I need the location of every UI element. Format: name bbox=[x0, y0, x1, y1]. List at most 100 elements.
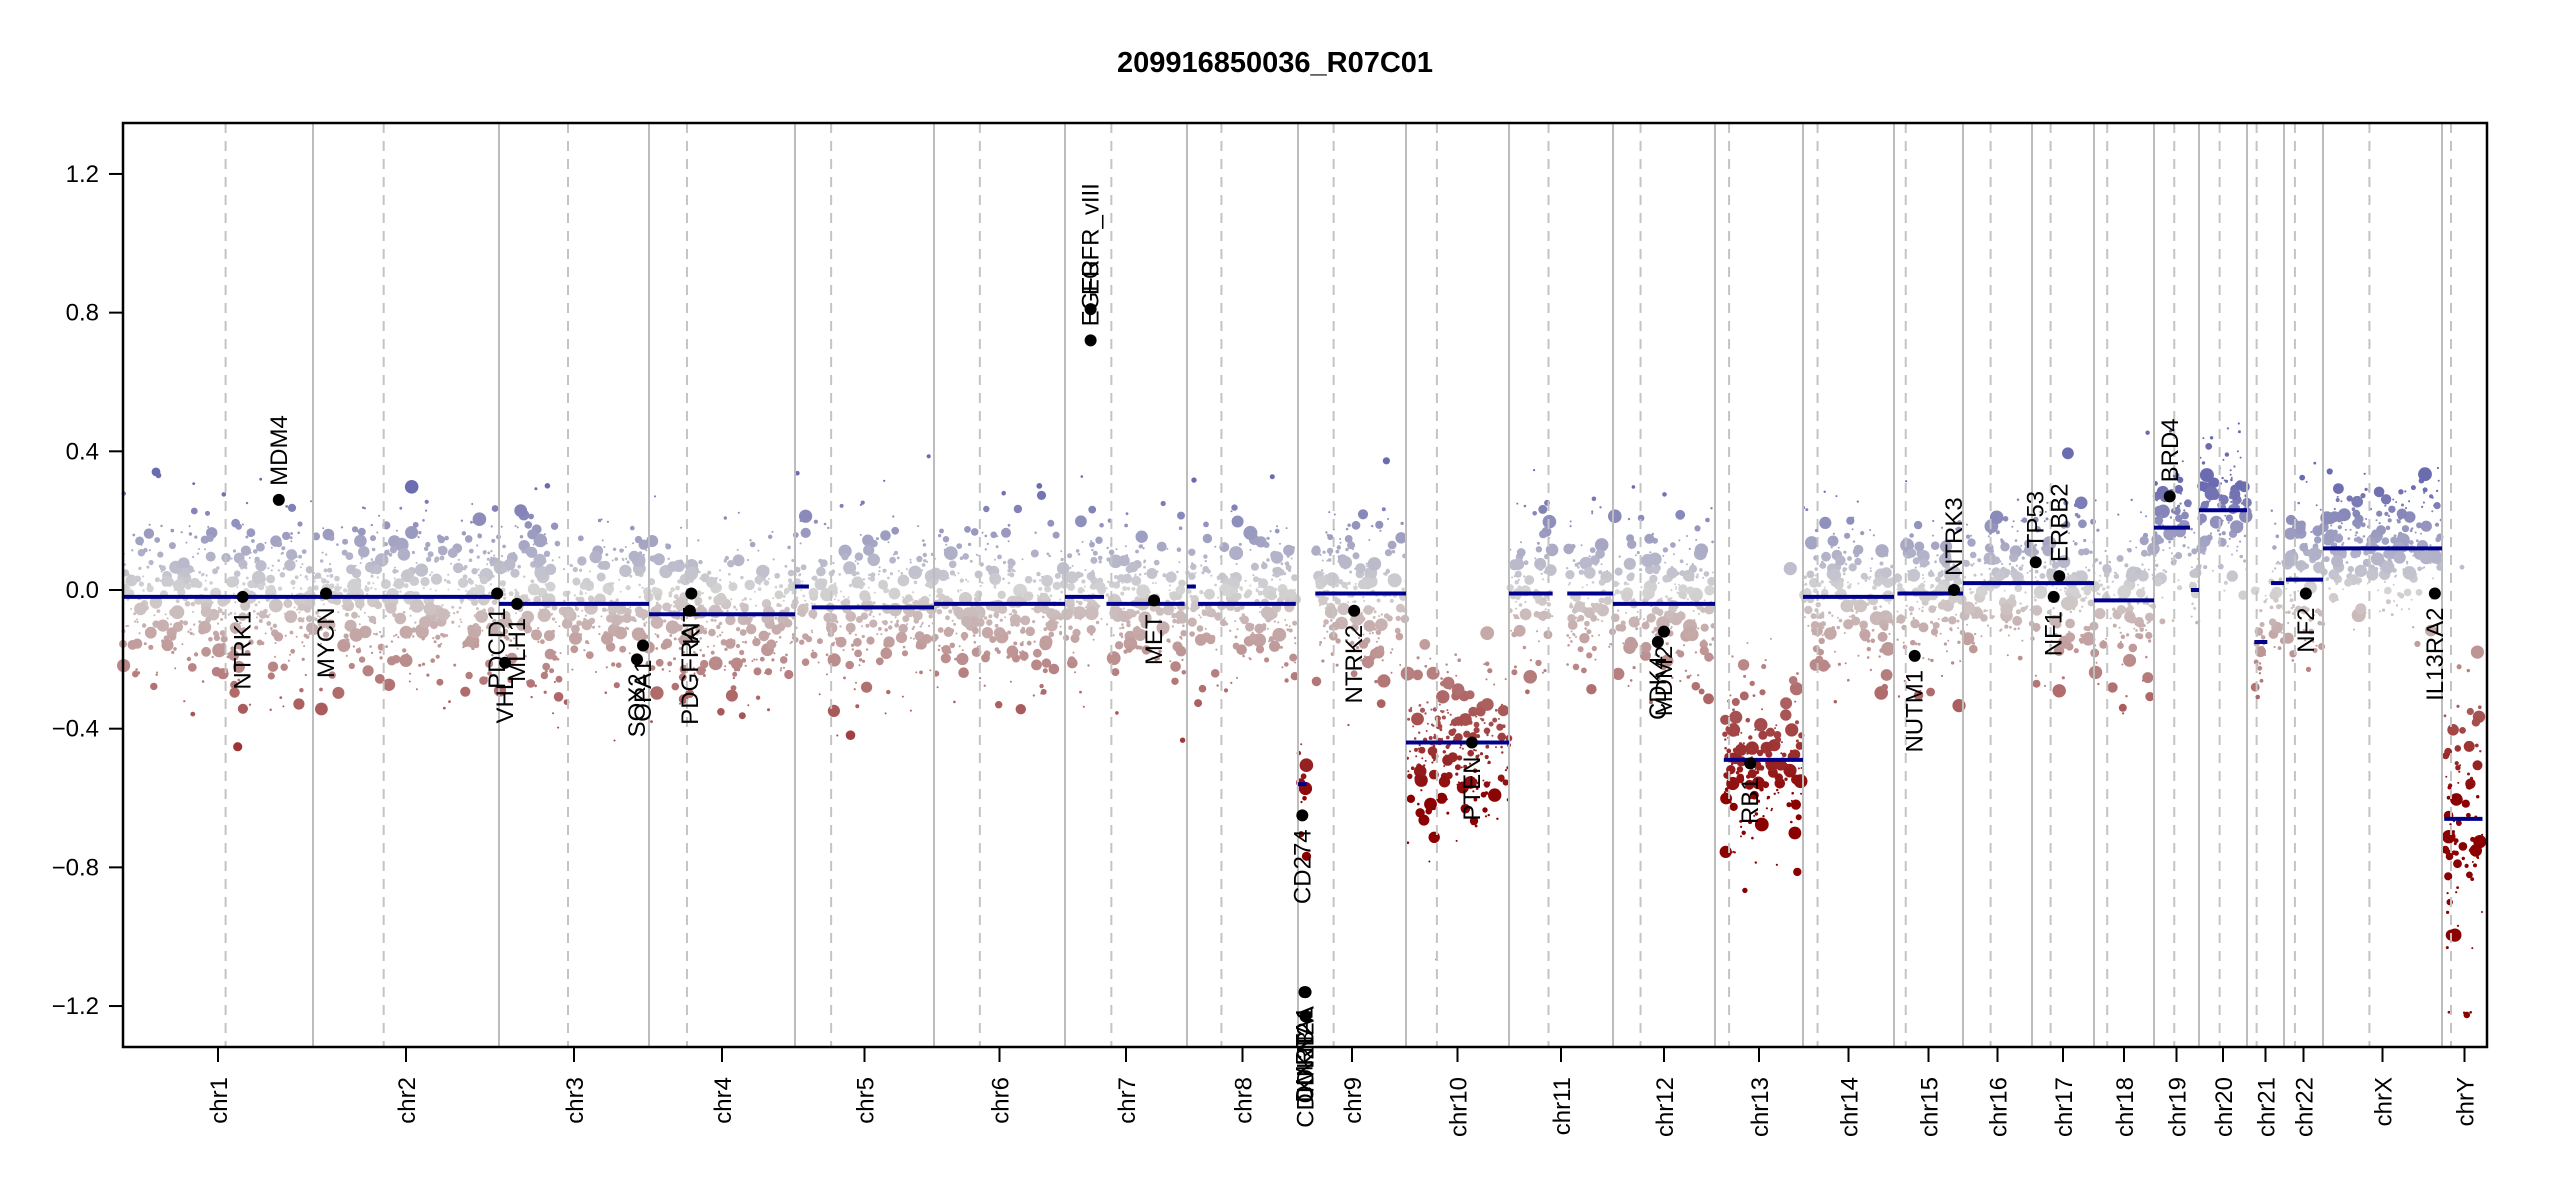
probe-point bbox=[1074, 617, 1077, 620]
probe-point bbox=[190, 507, 198, 515]
probe-point bbox=[2170, 552, 2173, 555]
probe-point bbox=[1277, 621, 1280, 624]
probe-point bbox=[1362, 609, 1366, 612]
probe-point bbox=[1224, 547, 1228, 551]
probe-point bbox=[598, 632, 601, 636]
probe-point bbox=[1021, 626, 1026, 631]
probe-point bbox=[2145, 430, 2150, 435]
probe-point bbox=[317, 617, 329, 629]
probe-point bbox=[1765, 807, 1768, 810]
probe-point bbox=[436, 605, 439, 608]
probe-point bbox=[1602, 573, 1609, 580]
probe-point bbox=[1930, 658, 1934, 663]
probe-point bbox=[1784, 777, 1788, 781]
probe-point bbox=[453, 566, 456, 569]
probe-point bbox=[1413, 737, 1417, 740]
probe-point bbox=[1732, 708, 1735, 712]
probe-point bbox=[641, 586, 644, 589]
probe-point bbox=[1023, 591, 1034, 601]
probe-point bbox=[168, 542, 176, 550]
probe-point bbox=[1325, 596, 1329, 601]
probe-point bbox=[1207, 613, 1210, 617]
probe-point bbox=[1135, 549, 1139, 554]
probe-point bbox=[1694, 525, 1701, 532]
probe-point bbox=[1363, 605, 1374, 615]
probe-point bbox=[1263, 562, 1266, 566]
probe-point bbox=[418, 531, 422, 535]
probe-point bbox=[1417, 802, 1420, 806]
probe-point bbox=[1032, 694, 1035, 697]
probe-point bbox=[592, 625, 595, 629]
probe-point bbox=[1234, 635, 1238, 639]
probe-point bbox=[894, 622, 899, 628]
probe-point bbox=[861, 625, 864, 628]
probe-point bbox=[774, 585, 778, 589]
probe-point bbox=[370, 586, 373, 590]
probe-point bbox=[1609, 643, 1612, 646]
probe-point bbox=[678, 647, 682, 650]
probe-point bbox=[550, 613, 553, 616]
probe-point bbox=[138, 632, 141, 635]
probe-point bbox=[1301, 851, 1312, 861]
probe-point bbox=[370, 558, 374, 561]
probe-point bbox=[1089, 585, 1094, 589]
probe-point bbox=[1033, 648, 1042, 658]
probe-point bbox=[460, 621, 463, 624]
probe-point bbox=[1739, 691, 1749, 701]
probe-point bbox=[1804, 582, 1808, 586]
probe-point bbox=[2032, 679, 2041, 688]
probe-point bbox=[1805, 508, 1809, 512]
probe-point bbox=[1232, 577, 1235, 581]
probe-point bbox=[1048, 663, 1060, 675]
probe-point bbox=[1591, 581, 1595, 584]
probe-point bbox=[129, 574, 132, 578]
probe-point bbox=[175, 599, 180, 604]
probe-point bbox=[1515, 600, 1518, 603]
probe-point bbox=[301, 563, 304, 566]
probe-point bbox=[1688, 547, 1692, 551]
probe-point bbox=[1267, 591, 1277, 601]
probe-point bbox=[1087, 664, 1090, 667]
probe-point bbox=[1421, 757, 1424, 760]
probe-point bbox=[585, 651, 594, 659]
probe-point bbox=[1168, 589, 1171, 592]
probe-point bbox=[923, 559, 927, 563]
probe-point bbox=[287, 554, 290, 557]
probe-point bbox=[850, 643, 855, 647]
probe-point bbox=[897, 570, 900, 572]
probe-point bbox=[1534, 557, 1547, 570]
probe-point bbox=[747, 704, 750, 707]
probe-point bbox=[1177, 547, 1180, 550]
probe-point bbox=[1519, 608, 1532, 621]
probe-point bbox=[1136, 584, 1150, 598]
probe-point bbox=[863, 544, 875, 556]
probe-point bbox=[733, 605, 737, 609]
probe-point bbox=[1637, 514, 1645, 522]
probe-point bbox=[277, 569, 281, 572]
probe-point bbox=[540, 671, 549, 680]
probe-point bbox=[926, 560, 929, 563]
probe-point bbox=[545, 563, 557, 576]
probe-point bbox=[1463, 764, 1468, 769]
probe-point bbox=[1194, 699, 1203, 708]
probe-point bbox=[562, 568, 566, 571]
probe-point bbox=[240, 566, 244, 570]
probe-point bbox=[189, 628, 192, 631]
probe-point bbox=[290, 648, 296, 654]
probe-point bbox=[1162, 573, 1167, 578]
probe-point bbox=[884, 712, 887, 715]
probe-point bbox=[510, 568, 520, 578]
probe-point bbox=[787, 545, 791, 550]
probe-point bbox=[2015, 564, 2018, 567]
probe-point bbox=[1598, 597, 1605, 604]
probe-point bbox=[540, 639, 545, 645]
probe-point bbox=[1722, 731, 1728, 737]
probe-point bbox=[1940, 545, 1943, 548]
probe-point bbox=[1484, 661, 1490, 667]
probe-point bbox=[491, 538, 496, 543]
probe-point bbox=[1926, 687, 1935, 697]
probe-point bbox=[2211, 569, 2214, 572]
probe-point bbox=[1523, 575, 1526, 578]
probe-point bbox=[1973, 632, 1977, 636]
probe-point bbox=[301, 641, 304, 644]
